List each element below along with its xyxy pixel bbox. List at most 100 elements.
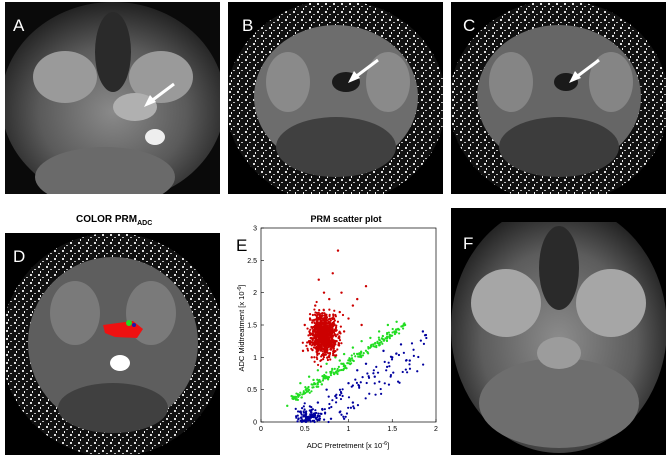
data-point-red [323,350,326,354]
data-point-green [388,337,391,340]
data-point-blue [372,372,375,375]
data-point-red [310,333,314,336]
data-point-green [327,375,330,379]
data-point-red [356,297,359,301]
data-point-blue [327,420,330,424]
data-point-red [327,320,331,323]
data-point-green [398,332,401,335]
data-point-red [331,332,334,335]
data-point-green [329,374,333,377]
data-point-red [312,337,315,340]
panel-b: B [228,2,443,194]
data-point-red [336,333,339,336]
data-point-blue [296,414,299,417]
data-point-green [338,359,341,362]
data-point-red [320,347,323,351]
data-point-red [326,328,329,331]
data-point-red [331,354,335,357]
data-point-red [331,272,334,275]
data-point-blue [308,409,311,412]
data-point-green [337,365,340,368]
data-point-red [332,320,335,324]
data-point-blue [295,416,298,419]
data-point-blue [304,414,308,417]
data-point-blue [410,342,414,345]
panel-d-title: COLOR PRMADC [76,214,153,227]
data-point-blue [359,381,362,384]
data-point-blue [387,383,391,386]
data-point-green [378,339,381,342]
data-point-blue [373,375,376,378]
data-point-blue [357,384,361,388]
panel-b-label: B [242,16,254,35]
data-point-red [313,313,316,316]
data-point-red [306,327,309,330]
data-point-blue [404,368,407,371]
y-tick-label: 0 [253,420,257,427]
data-point-red [339,325,342,328]
y-axis-label: ADC Midtreatment [x 10-6] [237,284,246,371]
data-point-blue [318,417,321,420]
plot-frame [260,227,437,423]
data-point-red [315,347,318,350]
data-point-red [315,342,318,345]
data-point-red [325,322,328,325]
data-point-red [322,319,325,322]
data-point-red [322,358,325,361]
data-point-blue [372,369,375,372]
data-point-blue [300,413,303,416]
data-point-blue [366,372,369,375]
data-point-green [361,354,365,357]
data-point-blue [345,412,349,415]
data-point-blue [322,418,326,421]
data-point-red [318,314,321,317]
data-point-blue [387,361,390,364]
data-point-red [314,328,318,331]
panel-e-label: E [236,236,248,255]
data-point-red [322,356,326,359]
data-point-blue [347,382,350,385]
data-point-blue [313,420,316,424]
data-point-green [377,342,380,345]
data-point-red [324,320,327,323]
data-point-red [329,345,332,348]
data-point-blue [352,405,355,408]
data-point-green [286,404,289,408]
data-point-red [321,331,324,334]
data-point-red [321,334,324,338]
data-point-blue [389,373,393,377]
data-point-green [291,395,295,398]
data-point-green [315,385,318,388]
data-point-red [342,330,346,333]
data-point-red [328,354,331,357]
data-point-blue [341,394,344,398]
data-point-blue [338,393,342,397]
data-point-blue [347,406,350,409]
data-point-green [395,331,398,334]
data-point-green [312,378,315,382]
data-point-red [327,352,330,355]
y-tick-label: 2 [253,290,257,297]
data-point-red [335,324,338,327]
data-point-blue [329,417,333,420]
data-point-red [314,311,317,314]
data-point-red [306,347,309,350]
data-point-red [316,322,319,325]
data-point-red [316,324,320,327]
data-point-red [326,324,330,328]
data-point-red [317,311,320,314]
data-point-green [359,353,362,356]
data-point-red [319,365,323,368]
data-point-red [315,300,318,304]
data-point-blue [408,359,411,362]
data-point-green [336,367,339,371]
data-point-red [319,332,322,335]
data-point-blue [297,417,300,420]
data-point-green [316,369,320,372]
data-point-red [334,349,337,353]
data-point-blue [356,369,359,372]
data-point-red [316,317,319,320]
data-point-red [309,337,312,340]
data-point-red [311,348,314,352]
data-point-red [328,317,332,320]
